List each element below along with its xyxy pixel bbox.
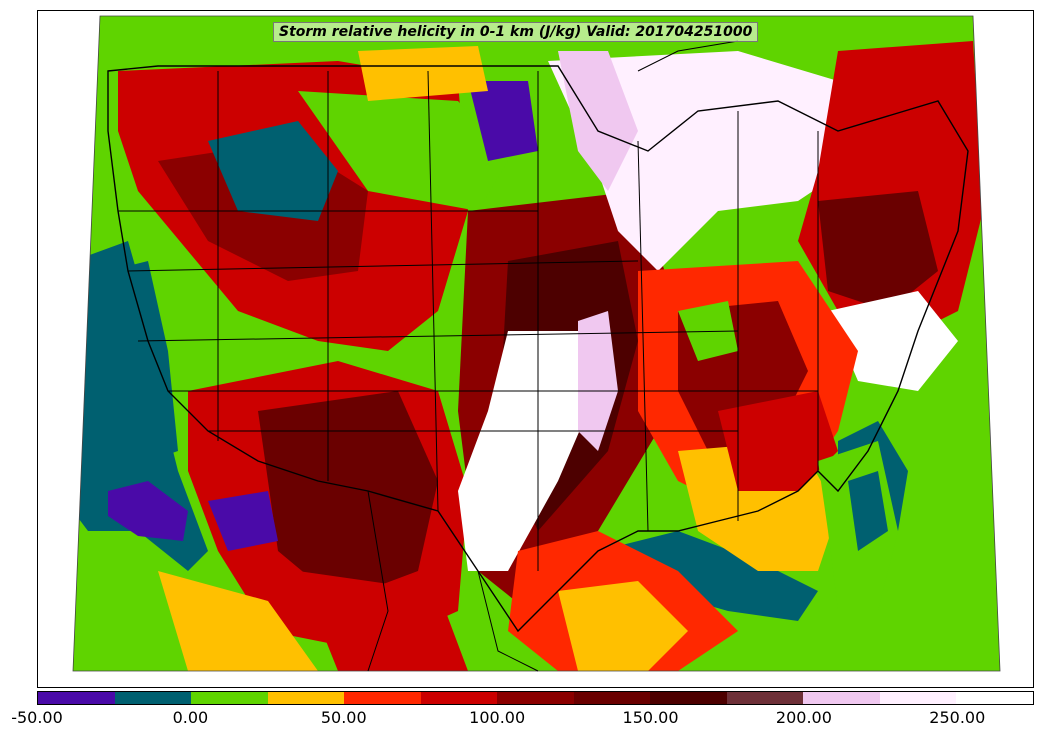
north-dakota-purple xyxy=(468,81,538,161)
mexico-orange-region xyxy=(158,571,318,671)
colorbar-tick-label: 200.00 xyxy=(775,708,832,727)
colorbar-segment xyxy=(497,692,574,704)
colorbar-tick-label: 100.00 xyxy=(469,708,526,727)
domain-outline xyxy=(72,15,1001,672)
colorbar-tick-label: 50.00 xyxy=(320,708,367,727)
colorbar-segment xyxy=(114,692,192,704)
northeast-white-region xyxy=(828,291,958,391)
colorbar-segment xyxy=(879,692,957,704)
colorbar-segment xyxy=(573,692,651,704)
colorbar-tick-label: -50.00 xyxy=(11,708,63,727)
southeast-red-region xyxy=(718,391,838,491)
sw-purple-patch xyxy=(208,491,278,551)
map-panel: Storm relative helicity in 0-1 km (J/kg)… xyxy=(37,10,1034,688)
plains-pink-edge xyxy=(578,311,618,451)
southwest-darkred-region xyxy=(258,391,438,601)
colorbar-tick-label: 150.00 xyxy=(622,708,679,727)
colorbar-segment xyxy=(803,692,880,704)
colorbar-segment xyxy=(956,692,1033,704)
mexico-red-region xyxy=(298,571,468,671)
international-borders xyxy=(367,40,739,672)
state-borders xyxy=(118,70,819,571)
colorbar-tick-label: 0.00 xyxy=(172,708,209,727)
colorbar-labels: -50.00 0.00 50.00 100.00 150.00 200.00 250.00 xyxy=(0,708,1044,732)
colorbar xyxy=(37,691,1034,705)
colorbar-segment xyxy=(38,692,115,704)
colorbar-tick-label: 250.00 xyxy=(929,708,986,727)
california-teal-coast xyxy=(108,261,178,461)
colorbar-segment xyxy=(420,692,498,704)
colorbar-segment xyxy=(191,692,268,704)
colorbar-segment xyxy=(344,692,421,704)
montana-green-region xyxy=(298,91,508,211)
gulf-teal-region xyxy=(598,531,818,621)
colorbar-segment xyxy=(267,692,345,704)
rockies-mixed-region xyxy=(208,121,338,221)
colorbar-segment xyxy=(650,692,727,704)
north-plains-orange xyxy=(358,46,488,101)
colorbar-segment xyxy=(726,692,804,704)
map-title: Storm relative helicity in 0-1 km (J/kg)… xyxy=(273,22,759,42)
pacific-purple-region xyxy=(108,481,188,541)
florida-teal-region xyxy=(848,471,888,551)
northeast-darkred-region xyxy=(818,191,938,311)
helicity-map-icon xyxy=(72,15,1001,672)
gulf-orange-band xyxy=(558,581,688,671)
great-lakes-pink-region xyxy=(558,51,638,191)
